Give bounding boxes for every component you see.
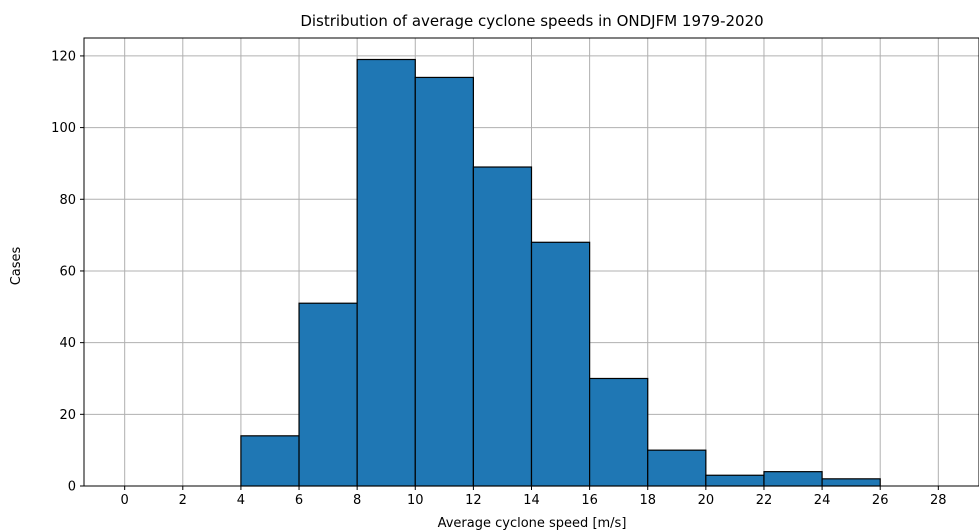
y-axis-label: Cases <box>9 246 24 285</box>
y-tick-label: 40 <box>59 336 76 351</box>
y-tick-label: 80 <box>59 193 76 208</box>
x-tick-label: 18 <box>639 493 656 508</box>
histogram-bar <box>240 435 300 487</box>
x-tick-label: 4 <box>237 493 245 508</box>
x-tick-label: 28 <box>930 493 947 508</box>
x-tick-label: 0 <box>121 493 129 508</box>
y-tick-label: 60 <box>59 264 76 279</box>
x-tick-label: 10 <box>407 493 424 508</box>
y-axis: 0 20 40 60 80 100 120 <box>51 49 84 495</box>
chart-title: Distribution of average cyclone speeds i… <box>300 12 763 30</box>
y-tick-label: 20 <box>59 408 76 423</box>
x-tick-label: 20 <box>698 493 715 508</box>
histogram-bar <box>356 58 416 487</box>
y-tick-label: 100 <box>51 121 76 136</box>
x-tick-label: 24 <box>814 493 831 508</box>
y-tick-label: 0 <box>68 480 76 495</box>
histogram-bar <box>298 302 358 487</box>
x-axis: 0 2 4 6 8 10 12 14 16 18 20 22 24 26 28 <box>121 486 947 508</box>
histogram-bar <box>472 166 533 487</box>
histogram-bar <box>821 478 881 487</box>
x-tick-label: 16 <box>581 493 598 508</box>
x-tick-label: 26 <box>872 493 889 508</box>
x-tick-label: 8 <box>353 493 361 508</box>
histogram-bar <box>763 471 823 487</box>
histogram-bar <box>530 241 591 487</box>
histogram-bar <box>647 449 707 487</box>
x-tick-label: 14 <box>523 493 540 508</box>
x-tick-label: 6 <box>295 493 303 508</box>
x-tick-label: 2 <box>179 493 187 508</box>
histogram-bar <box>705 474 765 487</box>
x-tick-label: 22 <box>756 493 773 508</box>
bars <box>240 58 881 487</box>
histogram-bar <box>589 377 649 487</box>
x-axis-label: Average cyclone speed [m/s] <box>438 516 627 531</box>
y-tick-label: 120 <box>51 49 76 64</box>
histogram-bar <box>414 76 474 487</box>
x-tick-label: 12 <box>465 493 482 508</box>
